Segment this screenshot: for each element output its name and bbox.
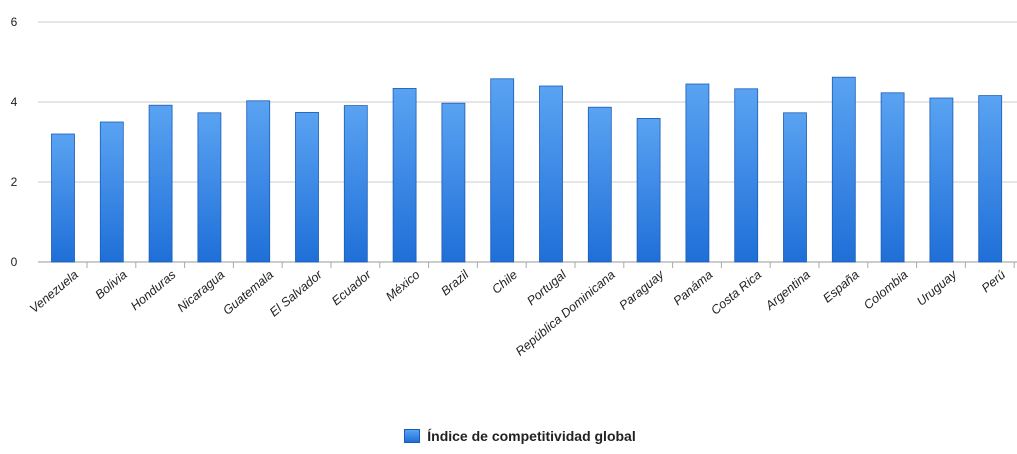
bar xyxy=(636,118,661,263)
bar xyxy=(99,121,124,263)
bar xyxy=(587,106,612,263)
bar xyxy=(783,112,807,263)
x-axis-ticks: Venezuela BoliviaHondurasNicaraguaGuatema… xyxy=(27,267,1008,359)
x-tick-label: Chile xyxy=(489,268,520,297)
x-tick-label: El Salvador xyxy=(267,267,326,319)
x-tick-label: Venezuela xyxy=(27,268,81,316)
bar xyxy=(490,78,515,263)
x-tick-label: Argentina xyxy=(762,268,813,314)
y-tick-label: 0 xyxy=(11,255,18,269)
gridlines xyxy=(38,21,1017,268)
bar xyxy=(734,88,759,263)
x-tick-label: España xyxy=(820,268,862,306)
x-tick-label: Uruguay xyxy=(914,267,960,309)
bar xyxy=(539,85,563,263)
x-tick-label: Nicaragua xyxy=(175,268,228,315)
x-tick-label: Brazil xyxy=(438,267,472,299)
x-tick-label: Ecuador xyxy=(329,267,374,308)
bar xyxy=(246,100,271,263)
bar xyxy=(392,88,417,263)
x-tick-label: Colombia xyxy=(861,268,910,313)
x-tick-label: Honduras xyxy=(128,268,179,314)
y-tick-label: 4 xyxy=(11,95,18,109)
bar xyxy=(148,104,173,263)
y-axis-ticks: 0 2 4 6 xyxy=(11,15,18,269)
x-tick-label: Paraguay xyxy=(617,267,668,313)
y-tick-label: 2 xyxy=(11,175,18,189)
y-tick-label: 6 xyxy=(11,15,18,29)
x-tick-label: Portugal xyxy=(524,267,570,308)
bar xyxy=(831,76,856,263)
x-tick-label: Bolivia xyxy=(93,268,130,302)
legend-swatch xyxy=(404,429,421,443)
bar xyxy=(441,102,466,263)
bar xyxy=(880,92,905,263)
legend-label: Índice de competitividad global xyxy=(427,428,636,444)
x-tick-label: Costa Rica xyxy=(708,268,764,318)
bar xyxy=(295,112,319,263)
x-tick-label: México xyxy=(383,268,422,304)
bar xyxy=(197,112,222,263)
bar xyxy=(51,133,75,263)
bar xyxy=(685,83,710,263)
bar xyxy=(929,97,954,263)
bars xyxy=(51,76,1003,263)
bar xyxy=(978,95,1003,263)
x-tick-label: Perú xyxy=(979,268,1008,296)
x-tick-label: Panáma xyxy=(671,268,716,309)
legend: Índice de competitividad global xyxy=(0,428,1017,444)
bar xyxy=(343,105,368,263)
